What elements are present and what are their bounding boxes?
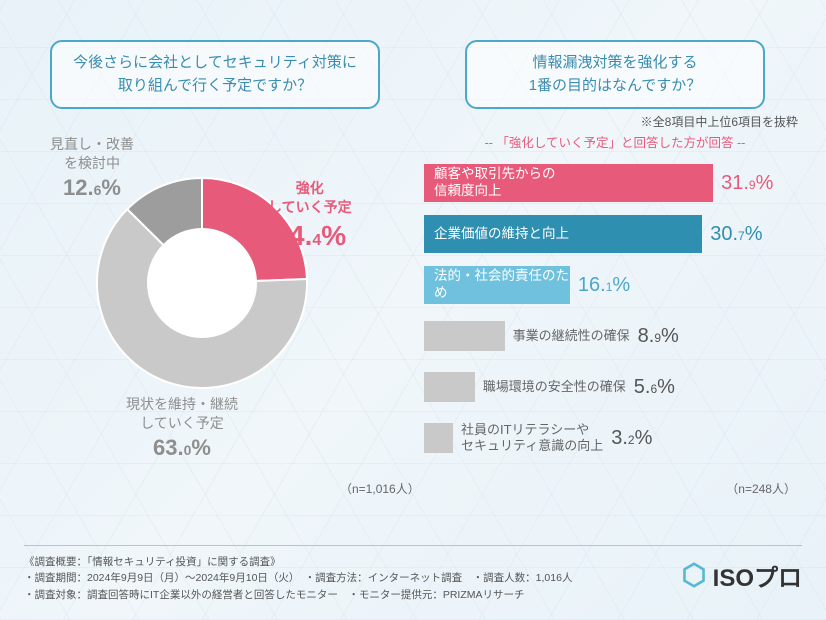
bar-row: 法的・社会的責任のため 16.1% [424,265,806,305]
donut-label-maintain: 現状を維持・継続していく予定 63.0% [126,395,238,462]
bar-row: 社員のITリテラシーやセキュリティ意識の向上 3.2% [424,418,806,458]
footer-line: ・調査対象：調査回答時にIT企業以外の経営者と回答したモニター ・モニター提供元… [24,587,572,604]
n-right: （n=248人） [726,480,796,497]
bar-pct: 16.1% [578,274,630,297]
bar-fill: 顧客や取引先からの信頼度向上 [424,164,713,202]
bar-fill [424,321,505,351]
hexagon-icon [681,562,707,588]
bars-note-top: ※全8項目中上位6項目を抜粋 [424,113,798,130]
bar-pct: 30.7% [710,223,762,246]
logo: ISOプロ [681,558,802,593]
n-left: （n=1,016人） [340,480,420,497]
bar-row: 企業価値の維持と向上 30.7% [424,214,806,254]
bar-pct: 8.9% [638,325,679,348]
question-left: 今後さらに会社としてセキュリティ対策に取り組んで行く予定ですか？ [50,40,380,109]
footer-text: 《調査概要：「情報セキュリティ投資」に関する調査》・調査期間：2024年9月9日… [24,554,572,604]
donut-label-strengthen: 強化していく予定 24.4% [268,179,352,255]
bar-pct: 5.6% [634,376,675,399]
donut-label-review: 見直し・改善を検討中 12.6% [50,135,134,202]
bar-pct: 3.2% [611,427,652,450]
bar-fill [424,423,453,453]
donut-chart: 見直し・改善を検討中 12.6% 強化していく予定 24.4% 現状を維持・継続… [20,133,400,463]
donut-label-text: 現状を維持・継続していく予定 [126,396,238,431]
bar-fill [424,372,475,402]
bars-note-sub: -- 「強化していく予定」と回答した方が回答 -- [424,132,806,151]
donut-pct-maintain: 63.0% [153,435,211,460]
bar-chart: 顧客や取引先からの信頼度向上 31.9% 企業価値の維持と向上 30.7% 法的・社会的… [424,163,806,458]
bar-fill: 企業価値の維持と向上 [424,215,702,253]
bar-label: 社員のITリテラシーやセキュリティ意識の向上 [461,422,603,455]
footer-line: 《調査概要：「情報セキュリティ投資」に関する調査》 [24,554,572,571]
bar-label: 事業の継続性の確保 [513,328,630,344]
donut-pct-review: 12.6% [63,175,121,200]
footer-line: ・調査期間：2024年9月9日（月）〜2024年9月10日（火） ・調査方法：イ… [24,570,572,587]
donut-pct-strengthen: 24.4% [273,220,346,251]
donut-label-text: 見直し・改善を検討中 [50,136,134,171]
question-right: 情報漏洩対策を強化する1番の目的はなんですか？ [465,40,765,109]
donut-label-text: 強化していく予定 [268,180,352,215]
bar-fill: 法的・社会的責任のため [424,266,570,304]
logo-text: ISOプロ [713,558,802,593]
bar-row: 職場環境の安全性の確保 5.6% [424,367,806,407]
footer: 《調査概要：「情報セキュリティ投資」に関する調査》・調査期間：2024年9月9日… [24,545,802,604]
bar-label: 職場環境の安全性の確保 [483,379,626,395]
bar-row: 事業の継続性の確保 8.9% [424,316,806,356]
bar-pct: 31.9% [721,172,773,195]
bar-row: 顧客や取引先からの信頼度向上 31.9% [424,163,806,203]
